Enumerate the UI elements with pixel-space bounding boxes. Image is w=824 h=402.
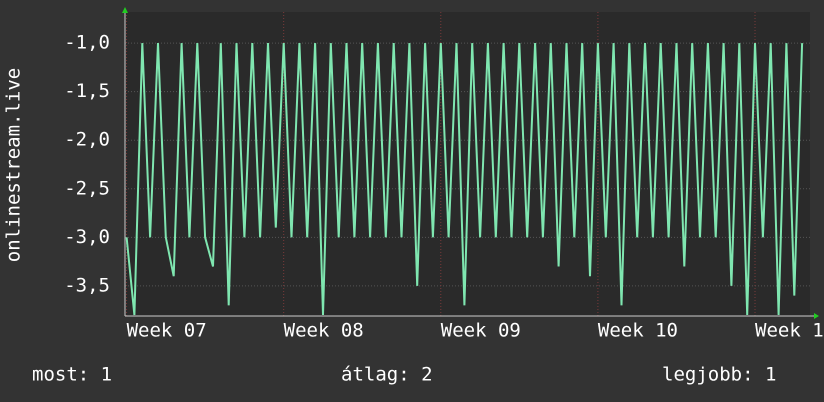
- x-tick-label: Week 10: [598, 320, 678, 342]
- x-axis-arrow: [814, 313, 819, 319]
- y-tick-label: -2,0: [64, 129, 110, 151]
- y-tick-label: -3,5: [64, 274, 110, 296]
- y-tick-label: -3,0: [64, 226, 110, 248]
- y-tick-label: -2,5: [64, 177, 110, 199]
- y-tick-label: -1,0: [64, 32, 110, 54]
- x-tick-label: Week 09: [441, 320, 521, 342]
- data-line: [125, 43, 804, 316]
- footer-average: átlag: 2: [341, 364, 433, 386]
- y-axis-arrow: [122, 7, 128, 13]
- y-tick-label: -1,5: [64, 80, 110, 102]
- footer-current: most: 1: [32, 364, 112, 386]
- x-tick-label: Week 08: [284, 320, 364, 342]
- x-tick-label: Week 11: [755, 320, 824, 342]
- x-tick-label: Week 07: [127, 320, 207, 342]
- footer-best: legjobb: 1: [662, 364, 776, 386]
- y-axis-label: onlinestream.live: [3, 68, 25, 262]
- plot-area: [125, 12, 810, 316]
